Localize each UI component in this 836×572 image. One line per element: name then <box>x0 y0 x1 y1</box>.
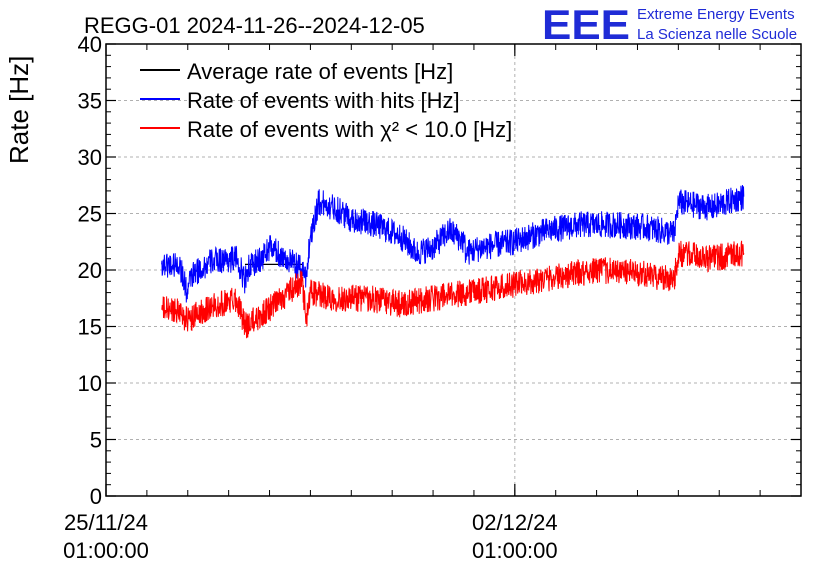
series-line <box>161 185 745 303</box>
plot-series <box>161 185 745 339</box>
y-tick-label: 40 <box>78 32 102 57</box>
y-tick-label: 15 <box>78 315 102 340</box>
x-tick-label-time: 01:00:00 <box>63 538 149 563</box>
axes: 0 5 10 15 20 25 30 35 40 25/11/24 01:00:00 02/12/24… <box>63 32 802 563</box>
logo-mark: EEE <box>542 1 630 48</box>
legend-label: Rate of events with hits [Hz] <box>187 88 460 113</box>
legend: Average rate of events [Hz] Rate of event… <box>140 59 512 142</box>
y-tick-label: 25 <box>78 202 102 227</box>
y-axis-title: Rate [Hz] <box>4 56 34 164</box>
y-tick-label: 20 <box>78 258 102 283</box>
chart-title: REGG-01 2024-11-26--2024-12-05 <box>84 13 425 38</box>
x-tick-label-date: 02/12/24 <box>472 510 558 535</box>
x-tick-label-time: 01:00:00 <box>472 538 558 563</box>
legend-label: Rate of events with χ² < 10.0 [Hz] <box>187 117 512 142</box>
series-line <box>161 240 745 339</box>
y-tick-label: 0 <box>90 484 102 509</box>
eee-logo: EEE Extreme Energy Events La Scienza nel… <box>542 1 797 48</box>
y-tick-label: 35 <box>78 89 102 114</box>
logo-line1: Extreme Energy Events <box>637 6 795 23</box>
y-tick-label: 30 <box>78 145 102 170</box>
logo-line2: La Scienza nelle Scuole <box>637 26 797 43</box>
legend-label: Average rate of events [Hz] <box>187 59 453 84</box>
x-tick-label-date: 25/11/24 <box>64 510 148 535</box>
y-tick-label: 10 <box>78 371 102 396</box>
y-tick-label: 5 <box>90 428 102 453</box>
